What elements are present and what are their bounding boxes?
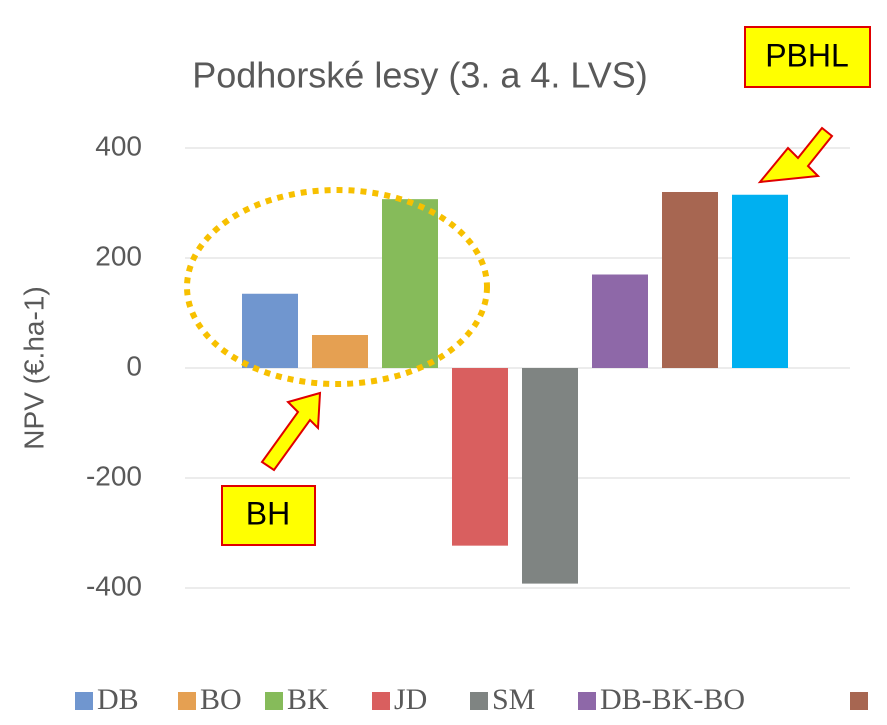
legend-label: DB-BK-BO [600, 683, 745, 716]
highlight-ellipse [184, 187, 490, 387]
legend-label: BK [287, 683, 329, 716]
bar [662, 192, 718, 368]
y-tick-label: -200 [86, 460, 142, 491]
legend-swatch [578, 692, 596, 710]
legend-swatch [470, 692, 488, 710]
bar [312, 335, 368, 368]
y-tick-label: -400 [86, 570, 142, 601]
y-tick-label: 400 [95, 130, 142, 161]
legend: DB BO BK JD SM DB-BK-BO [75, 683, 868, 716]
bar [452, 368, 508, 546]
arrow [757, 126, 834, 184]
bar [242, 293, 298, 368]
legend-label: DB [97, 683, 139, 716]
annotation-box [221, 485, 316, 546]
legend-swatch [265, 692, 283, 710]
bar [732, 194, 788, 368]
legend-swatch [850, 692, 868, 710]
legend-swatch [178, 692, 196, 710]
legend-label: BO [200, 683, 242, 716]
legend-swatch [75, 692, 93, 710]
bar [592, 274, 648, 368]
legend-label: JD [394, 683, 427, 716]
bars [242, 192, 788, 584]
chart-title: Podhorské lesy (3. a 4. LVS) [192, 55, 648, 96]
y-tick-label: 0 [126, 350, 142, 381]
bar [382, 199, 438, 368]
annotation-box [744, 26, 871, 88]
arrow [260, 391, 322, 472]
annotation: PBHL [765, 37, 849, 73]
y-axis-label: NPV (€.ha-1) [18, 286, 49, 449]
annotation: BH [246, 495, 290, 531]
legend-label: SM [492, 683, 535, 716]
y-tick-label: 200 [95, 240, 142, 271]
bar [522, 368, 578, 584]
legend-swatch [372, 692, 390, 710]
